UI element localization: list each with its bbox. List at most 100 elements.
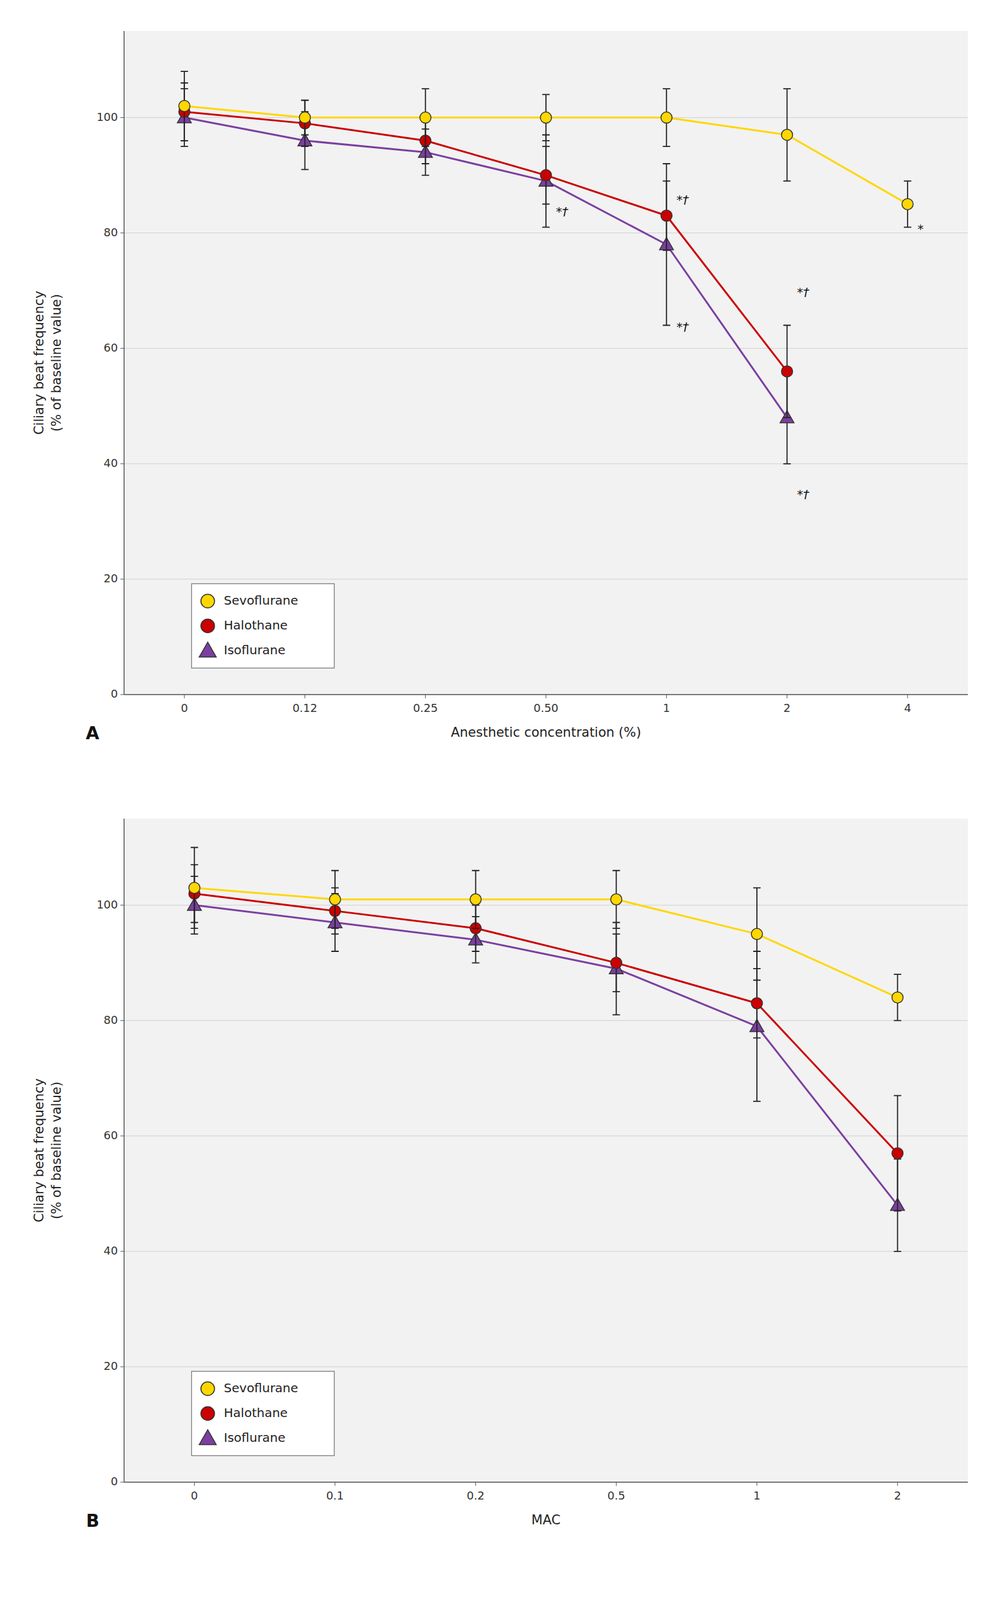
grid-line bbox=[124, 1135, 968, 1137]
series-line bbox=[184, 106, 908, 205]
grid-line bbox=[124, 905, 968, 906]
legend-label: Halothane bbox=[223, 617, 288, 633]
y-axis bbox=[123, 818, 125, 1483]
y-tick-label: 60 bbox=[103, 341, 118, 355]
y-tick bbox=[120, 232, 125, 234]
grid-line bbox=[124, 348, 968, 349]
legend: Sevoflurane Halothane Isoflurane bbox=[191, 583, 335, 669]
annotation: *† bbox=[676, 319, 690, 335]
y-axis-label: Ciliary beat frequency(% of baseline val… bbox=[31, 1078, 64, 1223]
legend-marker bbox=[201, 1382, 215, 1396]
annotation: *† bbox=[676, 192, 690, 208]
grid-line bbox=[124, 1366, 968, 1368]
point bbox=[470, 894, 482, 906]
point bbox=[660, 112, 672, 124]
y-tick-label: 80 bbox=[103, 1013, 118, 1027]
legend-box bbox=[191, 1371, 335, 1457]
x-tick bbox=[194, 1482, 195, 1487]
series-line bbox=[194, 888, 898, 999]
y-tick bbox=[120, 1135, 125, 1137]
legend-marker bbox=[201, 594, 215, 609]
series bbox=[178, 83, 793, 419]
point bbox=[540, 169, 552, 182]
plot-background bbox=[124, 31, 968, 695]
grid-line bbox=[124, 1482, 968, 1484]
point bbox=[610, 957, 622, 970]
y-axis-label-line: (% of baseline value) bbox=[49, 294, 64, 432]
panel-label: A bbox=[85, 723, 100, 744]
series bbox=[188, 848, 903, 1022]
x-tick-label: 0.25 bbox=[413, 701, 439, 715]
x-tick bbox=[475, 1482, 476, 1487]
panel: 02040608010000.10.20.512MACCiliary beat … bbox=[31, 818, 968, 1532]
grid-line bbox=[124, 578, 968, 580]
x-tick-label: 0.2 bbox=[466, 1489, 485, 1503]
x-tick-label: 1 bbox=[663, 701, 671, 715]
x-tick bbox=[304, 694, 306, 699]
grid-line bbox=[124, 1251, 968, 1252]
y-tick bbox=[120, 578, 125, 580]
point bbox=[660, 210, 672, 222]
point bbox=[751, 928, 763, 940]
y-tick bbox=[120, 1251, 125, 1252]
series-line bbox=[194, 894, 898, 1154]
legend-label: Isoflurane bbox=[223, 642, 286, 658]
series bbox=[187, 876, 905, 1252]
y-tick-label: 20 bbox=[103, 1359, 118, 1373]
y-tick-label: 0 bbox=[111, 687, 118, 701]
x-axis-label: Anesthetic concentration (%) bbox=[451, 725, 642, 741]
x-tick bbox=[616, 1482, 617, 1487]
x-tick bbox=[786, 694, 788, 699]
grid-line bbox=[124, 1020, 968, 1022]
plot-background bbox=[124, 818, 968, 1483]
point bbox=[540, 112, 552, 124]
y-tick bbox=[120, 694, 125, 696]
y-tick-label: 100 bbox=[96, 898, 118, 912]
legend-marker bbox=[199, 1430, 217, 1445]
x-tick-label: 0.12 bbox=[292, 701, 318, 715]
legend-marker bbox=[199, 642, 217, 658]
y-tick-label: 20 bbox=[103, 572, 118, 586]
y-axis-label: Ciliary beat frequency(% of baseline val… bbox=[31, 290, 64, 435]
legend-label: Halothane bbox=[223, 1405, 288, 1421]
series-line bbox=[184, 117, 787, 419]
y-tick-label: 60 bbox=[103, 1129, 118, 1143]
x-tick-label: 2 bbox=[894, 1489, 901, 1503]
y-axis-label-line: Ciliary beat frequency bbox=[31, 1078, 47, 1223]
legend-label: Sevoflurane bbox=[223, 593, 299, 609]
y-tick bbox=[120, 905, 125, 906]
y-tick bbox=[120, 117, 125, 118]
point bbox=[420, 112, 432, 124]
x-tick-label: 1 bbox=[753, 1489, 761, 1503]
point bbox=[178, 100, 190, 112]
legend-label: Sevoflurane bbox=[223, 1381, 299, 1396]
point bbox=[892, 1148, 904, 1160]
y-tick-label: 100 bbox=[96, 110, 118, 124]
grid-line bbox=[124, 463, 968, 465]
x-tick-label: 0.1 bbox=[326, 1489, 345, 1503]
x-tick bbox=[666, 694, 667, 699]
y-axis bbox=[123, 31, 125, 695]
legend-label: Isoflurane bbox=[223, 1430, 286, 1446]
series-line bbox=[184, 111, 787, 372]
point bbox=[781, 366, 793, 378]
x-tick bbox=[756, 1482, 758, 1487]
point bbox=[751, 998, 763, 1010]
x-tick-label: 0 bbox=[180, 701, 188, 715]
y-tick bbox=[120, 1482, 125, 1484]
y-tick bbox=[120, 1366, 125, 1368]
annotation: *† bbox=[797, 284, 811, 300]
x-axis bbox=[124, 1482, 968, 1484]
x-tick bbox=[184, 694, 185, 699]
legend: Sevoflurane Halothane Isoflurane bbox=[191, 1371, 335, 1457]
grid-line bbox=[124, 232, 968, 234]
point bbox=[299, 112, 311, 124]
x-tick bbox=[424, 694, 426, 699]
y-tick bbox=[120, 1020, 125, 1022]
point bbox=[892, 992, 904, 1004]
x-tick bbox=[907, 694, 908, 699]
point bbox=[781, 129, 793, 141]
point bbox=[329, 894, 341, 906]
series bbox=[178, 71, 914, 228]
annotation: *† bbox=[555, 204, 569, 220]
